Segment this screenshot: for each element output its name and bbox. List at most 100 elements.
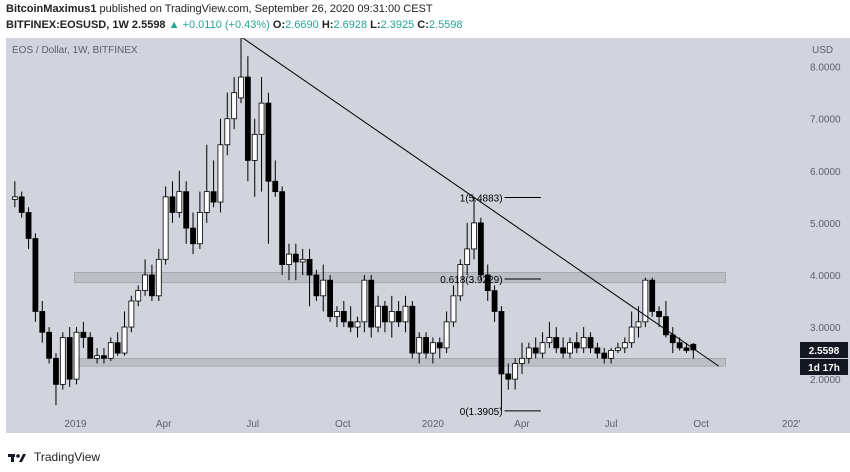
candle-body bbox=[135, 290, 142, 302]
x-tick-label: 2020 bbox=[422, 419, 445, 430]
candle-body bbox=[532, 347, 539, 354]
low-value: 2.3925 bbox=[380, 19, 415, 31]
fib-level-label: 0(1.3905) bbox=[460, 407, 503, 418]
candle-body bbox=[436, 342, 443, 349]
candle-body bbox=[546, 337, 553, 344]
candle-body bbox=[32, 238, 39, 312]
candle-body bbox=[320, 279, 327, 297]
candle-body bbox=[464, 248, 471, 265]
candle-body bbox=[53, 357, 59, 385]
open-value: 2.6690 bbox=[285, 19, 319, 31]
candle-body bbox=[87, 337, 94, 359]
candle-body bbox=[107, 342, 114, 359]
candle-body bbox=[505, 373, 512, 380]
candle-body bbox=[519, 357, 525, 364]
published-text: published on TradingView.com, September … bbox=[99, 3, 433, 15]
x-tick-label: Jul bbox=[246, 419, 259, 430]
candle-body bbox=[265, 102, 272, 182]
countdown-tag bbox=[800, 358, 848, 375]
x-tick-label: Oct bbox=[335, 419, 351, 430]
candle-body bbox=[210, 191, 217, 203]
candle-body bbox=[382, 305, 388, 323]
candle-body bbox=[224, 118, 231, 146]
x-tick-label: Apr bbox=[514, 419, 530, 430]
currency-label: USD bbox=[812, 45, 833, 56]
descending-trendline bbox=[241, 38, 720, 367]
tradingview-brand: TradingView bbox=[34, 450, 101, 464]
candle-body bbox=[80, 331, 87, 338]
candle-body bbox=[121, 326, 128, 354]
candle-body bbox=[114, 342, 121, 354]
candle-body bbox=[313, 274, 320, 297]
candle-body bbox=[128, 300, 135, 328]
candle-body bbox=[539, 342, 546, 354]
x-tick-label: Apr bbox=[156, 419, 172, 430]
price-chart[interactable]: 2.0000 3.0000 4.0000 5.0000 6.0000 7.0000 8.00… bbox=[0, 38, 850, 446]
x-tick-label: Jul bbox=[605, 419, 618, 430]
price-change: +0.0110 (+0.43%) bbox=[182, 19, 270, 31]
close-label: C: bbox=[417, 19, 429, 31]
candle-body bbox=[512, 363, 519, 380]
publish-info: BitcoinMaximus1 published on TradingView… bbox=[6, 3, 433, 15]
y-tick-label: 8.0000 bbox=[810, 63, 841, 74]
candle-body bbox=[292, 253, 299, 263]
candle-body bbox=[347, 321, 354, 328]
last-price-tag bbox=[800, 341, 848, 358]
candle-body bbox=[354, 321, 361, 328]
candle-body bbox=[142, 274, 148, 292]
candle-body bbox=[155, 258, 162, 297]
author-name[interactable]: BitcoinMaximus1 bbox=[6, 3, 97, 15]
tradingview-logo-icon bbox=[8, 454, 26, 462]
candle-body bbox=[663, 316, 669, 336]
fib-level-label: 1(5.4883) bbox=[460, 193, 503, 204]
open-label: O: bbox=[272, 19, 286, 31]
candle-body bbox=[642, 279, 649, 323]
candle-body bbox=[101, 355, 107, 359]
candle-body bbox=[553, 337, 560, 349]
candle-body bbox=[327, 279, 334, 318]
candle-body bbox=[443, 321, 450, 349]
candle-body bbox=[183, 191, 190, 229]
support-resistance-zone bbox=[74, 272, 726, 284]
candle-body bbox=[388, 311, 395, 323]
candle-body bbox=[46, 331, 53, 359]
candle-body bbox=[375, 305, 381, 328]
close-value: 2.5598 bbox=[428, 19, 463, 31]
candle-body bbox=[608, 350, 614, 359]
y-tick-label: 2.0000 bbox=[810, 375, 841, 386]
candle-body bbox=[628, 326, 635, 344]
candle-body bbox=[567, 342, 573, 354]
candle-body bbox=[395, 311, 402, 323]
candle-body bbox=[258, 102, 265, 135]
candle-body bbox=[498, 311, 505, 375]
candle-body bbox=[39, 311, 46, 333]
candle-body bbox=[238, 76, 244, 99]
candle-body bbox=[59, 337, 66, 385]
candle-body bbox=[423, 337, 429, 354]
high-label: H: bbox=[321, 19, 334, 31]
candle-body bbox=[368, 279, 375, 328]
tradingview-footer[interactable]: TradingView bbox=[8, 450, 100, 464]
last-price-label: 2.5598 bbox=[809, 346, 840, 357]
candle-body bbox=[361, 279, 368, 323]
candle-body bbox=[491, 290, 498, 312]
candle-body bbox=[217, 144, 224, 203]
time-axis-area bbox=[6, 413, 850, 433]
symbol-legend: BITFINEX:EOSUSD, 1W 2.5598 ▲ +0.0110 (+0… bbox=[6, 19, 463, 31]
candle-body bbox=[477, 222, 484, 276]
low-label: L: bbox=[370, 19, 381, 31]
x-tick-label: Oct bbox=[693, 419, 709, 430]
candle-body bbox=[457, 264, 464, 297]
candle-body bbox=[615, 347, 621, 351]
candle-body bbox=[11, 196, 18, 200]
candle-body bbox=[635, 321, 642, 328]
candle-body bbox=[18, 196, 25, 213]
chart-title: EOS / Dollar, 1W, BITFINEX bbox=[12, 45, 138, 56]
candle-body bbox=[272, 180, 279, 193]
candle-body bbox=[306, 258, 313, 276]
high-value: 2.6928 bbox=[333, 19, 368, 31]
candle-body bbox=[580, 337, 587, 349]
candle-body bbox=[25, 212, 32, 239]
candle-body bbox=[676, 342, 683, 349]
candle-body bbox=[621, 342, 628, 349]
